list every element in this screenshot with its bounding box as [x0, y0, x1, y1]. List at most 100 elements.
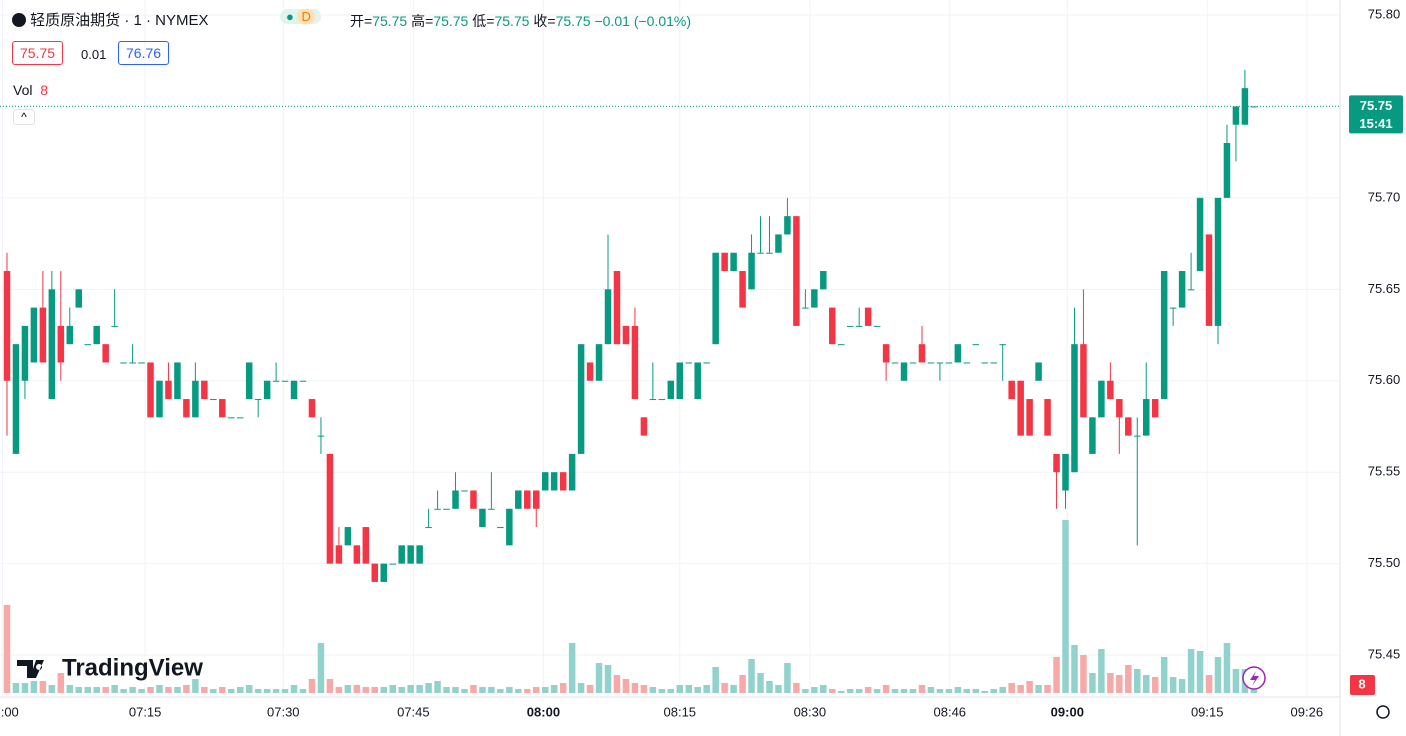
candle-body: [389, 563, 396, 565]
candle-body: [452, 490, 459, 509]
volume-bar: [541, 687, 549, 693]
settings-icon[interactable]: [1376, 705, 1390, 719]
x-tick-label: 09:15: [1191, 704, 1224, 719]
candle-body: [775, 234, 782, 253]
volume-bar: [550, 685, 558, 693]
x-tick-label: 07:00: [0, 704, 19, 719]
candle-body: [524, 490, 531, 509]
candle-body: [721, 252, 728, 272]
symbol-icon: [12, 13, 26, 27]
volume-bar: [972, 689, 980, 693]
value: 75.75: [372, 13, 408, 29]
volume-bar: [1232, 669, 1240, 693]
candle-body: [21, 325, 29, 381]
label: 高=: [411, 13, 434, 29]
candle-body: [138, 362, 145, 364]
logo-text: TradingView: [62, 654, 203, 681]
candle-body: [577, 344, 585, 454]
candle-body: [219, 399, 226, 418]
volume-bar: [12, 683, 20, 693]
volume-bar: [129, 687, 136, 693]
volume-bar: [577, 683, 585, 693]
label: 低=: [472, 13, 495, 29]
symbol[interactable]: 轻质原油期货 · 1 · NYMEX: [30, 12, 209, 29]
volume-bar: [748, 659, 755, 693]
lightning-glyph: [1250, 671, 1259, 686]
volume-bar: [39, 681, 47, 693]
candle-body: [1142, 399, 1150, 436]
candle-body: [75, 289, 83, 308]
candle-body: [335, 545, 343, 564]
candle-body: [245, 362, 253, 400]
volume-bar: [837, 691, 845, 693]
candle-body: [147, 362, 154, 418]
volume-bar: [290, 685, 298, 693]
candle-body: [30, 307, 38, 363]
volume-bar: [829, 689, 836, 693]
volume-bar: [1116, 675, 1123, 693]
volume-bar: [891, 689, 899, 693]
candle-body: [210, 399, 217, 401]
volume-bar: [1178, 679, 1186, 693]
volume-bar: [147, 687, 154, 693]
label: 开=: [350, 13, 373, 29]
volume-bar: [452, 687, 459, 693]
candle-body: [192, 380, 199, 418]
volume-bar: [676, 685, 684, 693]
x-tick-label: 08:00: [527, 704, 560, 719]
candle-body: [900, 362, 908, 381]
candle-body: [909, 362, 917, 364]
candle-body: [533, 490, 540, 509]
candle-body: [461, 490, 468, 492]
volume-bar: [613, 675, 621, 693]
volume-bar: [228, 689, 235, 693]
candle-body: [362, 527, 370, 564]
candle-body: [1098, 380, 1105, 418]
status-badge[interactable]: ● D: [280, 9, 321, 24]
volume-bar: [1142, 675, 1150, 693]
volume-bar: [631, 683, 639, 693]
volume-bar: [981, 691, 989, 693]
volume-bar: [1017, 685, 1024, 693]
y-tick-label: 75.45: [1368, 647, 1401, 662]
volume-bar: [192, 679, 199, 693]
x-tick-label: 07:30: [267, 704, 300, 719]
volume-bar: [667, 689, 675, 693]
volume-bar: [882, 685, 890, 693]
ask[interactable]: 76.76: [118, 41, 170, 65]
candle-body: [515, 490, 522, 509]
candle-body: [676, 362, 684, 400]
bid[interactable]: 75.75: [12, 41, 64, 65]
volume-bar: [775, 685, 782, 693]
candle-body: [667, 380, 675, 400]
candle-body: [820, 271, 827, 290]
volume-bar: [3, 605, 11, 693]
candle-body: [84, 344, 91, 346]
candle-body: [595, 344, 603, 381]
candle-body: [1026, 399, 1033, 436]
volume-bar: [138, 689, 145, 693]
collapse-button[interactable]: ^: [13, 109, 35, 125]
volume-bar: [712, 667, 719, 693]
candle-body: [201, 380, 208, 400]
volume-bar: [918, 685, 926, 693]
candle-body: [811, 289, 818, 308]
candle-body: [640, 417, 648, 436]
volume-bar: [936, 689, 944, 693]
volume-bar: [739, 675, 746, 693]
volume-bar: [1187, 649, 1195, 693]
volume-bar: [506, 687, 513, 693]
volume-bar: [945, 689, 953, 693]
candle-body: [48, 289, 56, 400]
candle-body: [846, 325, 854, 327]
volume-tag-value: 8: [1358, 676, 1365, 691]
candle-body: [829, 307, 836, 345]
volume-bar: [1223, 643, 1231, 693]
volume-bar: [954, 687, 962, 693]
candle-body: [1080, 344, 1087, 418]
candle-body: [12, 344, 20, 454]
candle-body: [434, 508, 441, 510]
volume-bar: [1062, 520, 1069, 693]
candle-body: [1116, 399, 1123, 418]
